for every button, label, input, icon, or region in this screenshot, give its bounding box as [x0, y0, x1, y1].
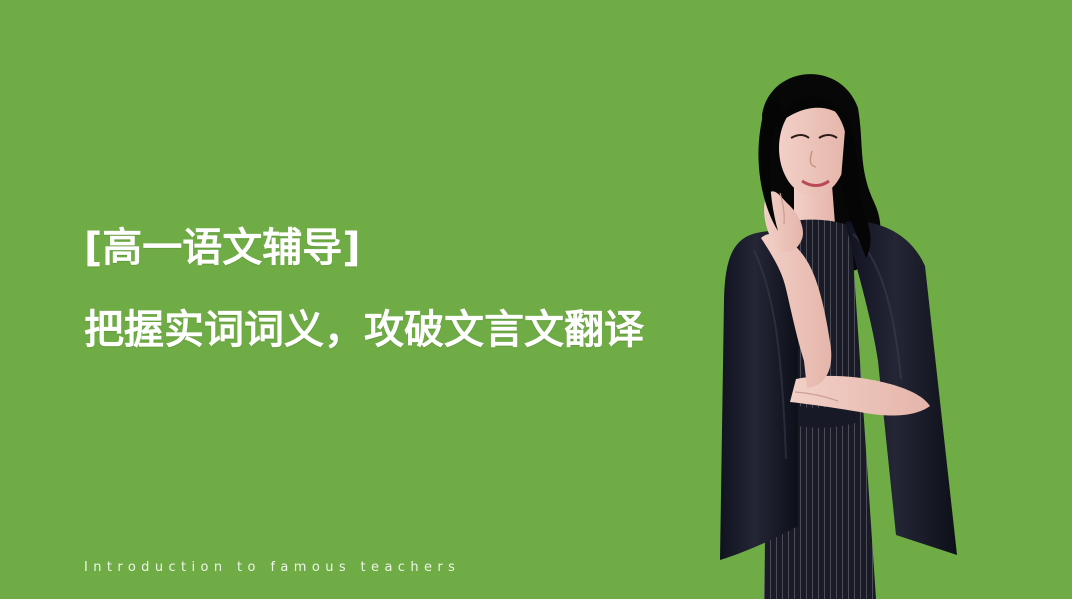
cape-left-shape — [720, 231, 798, 560]
neck-shape — [794, 185, 835, 224]
face-shape — [779, 100, 847, 196]
teacher-introduction-caption: Introduction to famous teachers — [84, 560, 461, 575]
teacher-portrait — [700, 60, 980, 599]
crossed-arm-shape — [790, 375, 930, 416]
teacher-portrait-icon — [720, 74, 957, 599]
course-subtitle: 把握实词词义，攻破文言文翻译 — [84, 307, 644, 353]
course-title-bracketed: [高一语文辅导] — [84, 225, 361, 271]
